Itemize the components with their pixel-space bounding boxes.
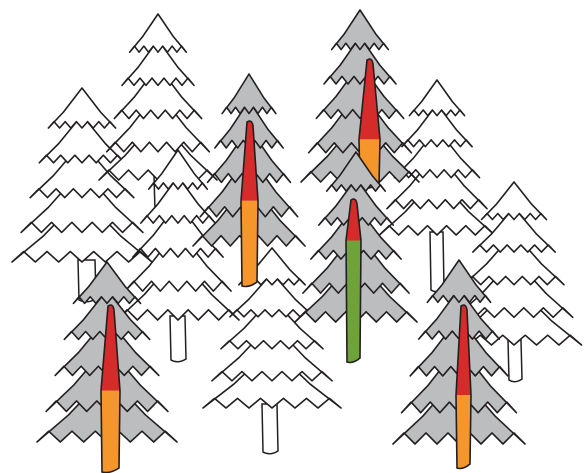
foliage-tier (325, 151, 387, 192)
trunk-outline (100, 304, 121, 473)
foliage-tier (330, 9, 390, 51)
foliage-tier (315, 62, 405, 120)
trunk-band-red (101, 305, 120, 391)
foliage-tier (472, 206, 556, 253)
foliage-tier (211, 322, 333, 382)
foliage-tier (147, 149, 209, 190)
gray-tree-front-left (36, 261, 178, 473)
foliage-tier (29, 141, 135, 199)
foliage-tier (124, 228, 232, 292)
foliage-tier (401, 103, 473, 148)
tree-trunk (429, 231, 445, 293)
gray-tree-upper-center (192, 73, 306, 288)
white-tree-right-lower (445, 181, 583, 383)
trunk-band-orange (101, 390, 120, 473)
trunk-outline (240, 120, 259, 288)
foliage-tier (20, 168, 144, 234)
foliage-tier (105, 90, 211, 153)
trunk-outline (345, 198, 362, 364)
white-tree-middle (116, 149, 240, 363)
foliage-tier (408, 79, 466, 117)
foliage-tier (121, 39, 195, 87)
foliage-tier (72, 261, 142, 305)
white-tree-back-left (11, 87, 153, 303)
foliage-tier (47, 87, 117, 129)
tree-trunk (261, 403, 279, 455)
trunk-band-orange (241, 200, 258, 287)
trunk-band-orange (456, 395, 471, 469)
foliage-tier (220, 297, 324, 350)
foliage-tier (323, 36, 397, 85)
foliage-tier (426, 259, 492, 304)
foliage-tier (113, 64, 203, 120)
white-tree-right-upper (378, 79, 496, 293)
foliage-tier (221, 73, 277, 115)
tree-trunk (507, 339, 523, 383)
foliage-tier (139, 175, 217, 224)
foliage-tier (132, 202, 224, 258)
foliage-tier (480, 181, 548, 221)
trunk-outline (455, 304, 472, 470)
trunk-band-green (346, 240, 361, 363)
foliage-tier (386, 151, 488, 210)
foliage-tier (38, 114, 126, 164)
gray-tree-front-right (392, 259, 526, 470)
tree-trunk (169, 315, 187, 363)
trunk-band-red (359, 59, 380, 140)
foliage-tier (128, 13, 188, 53)
gray-tree-middle-right (294, 151, 418, 364)
